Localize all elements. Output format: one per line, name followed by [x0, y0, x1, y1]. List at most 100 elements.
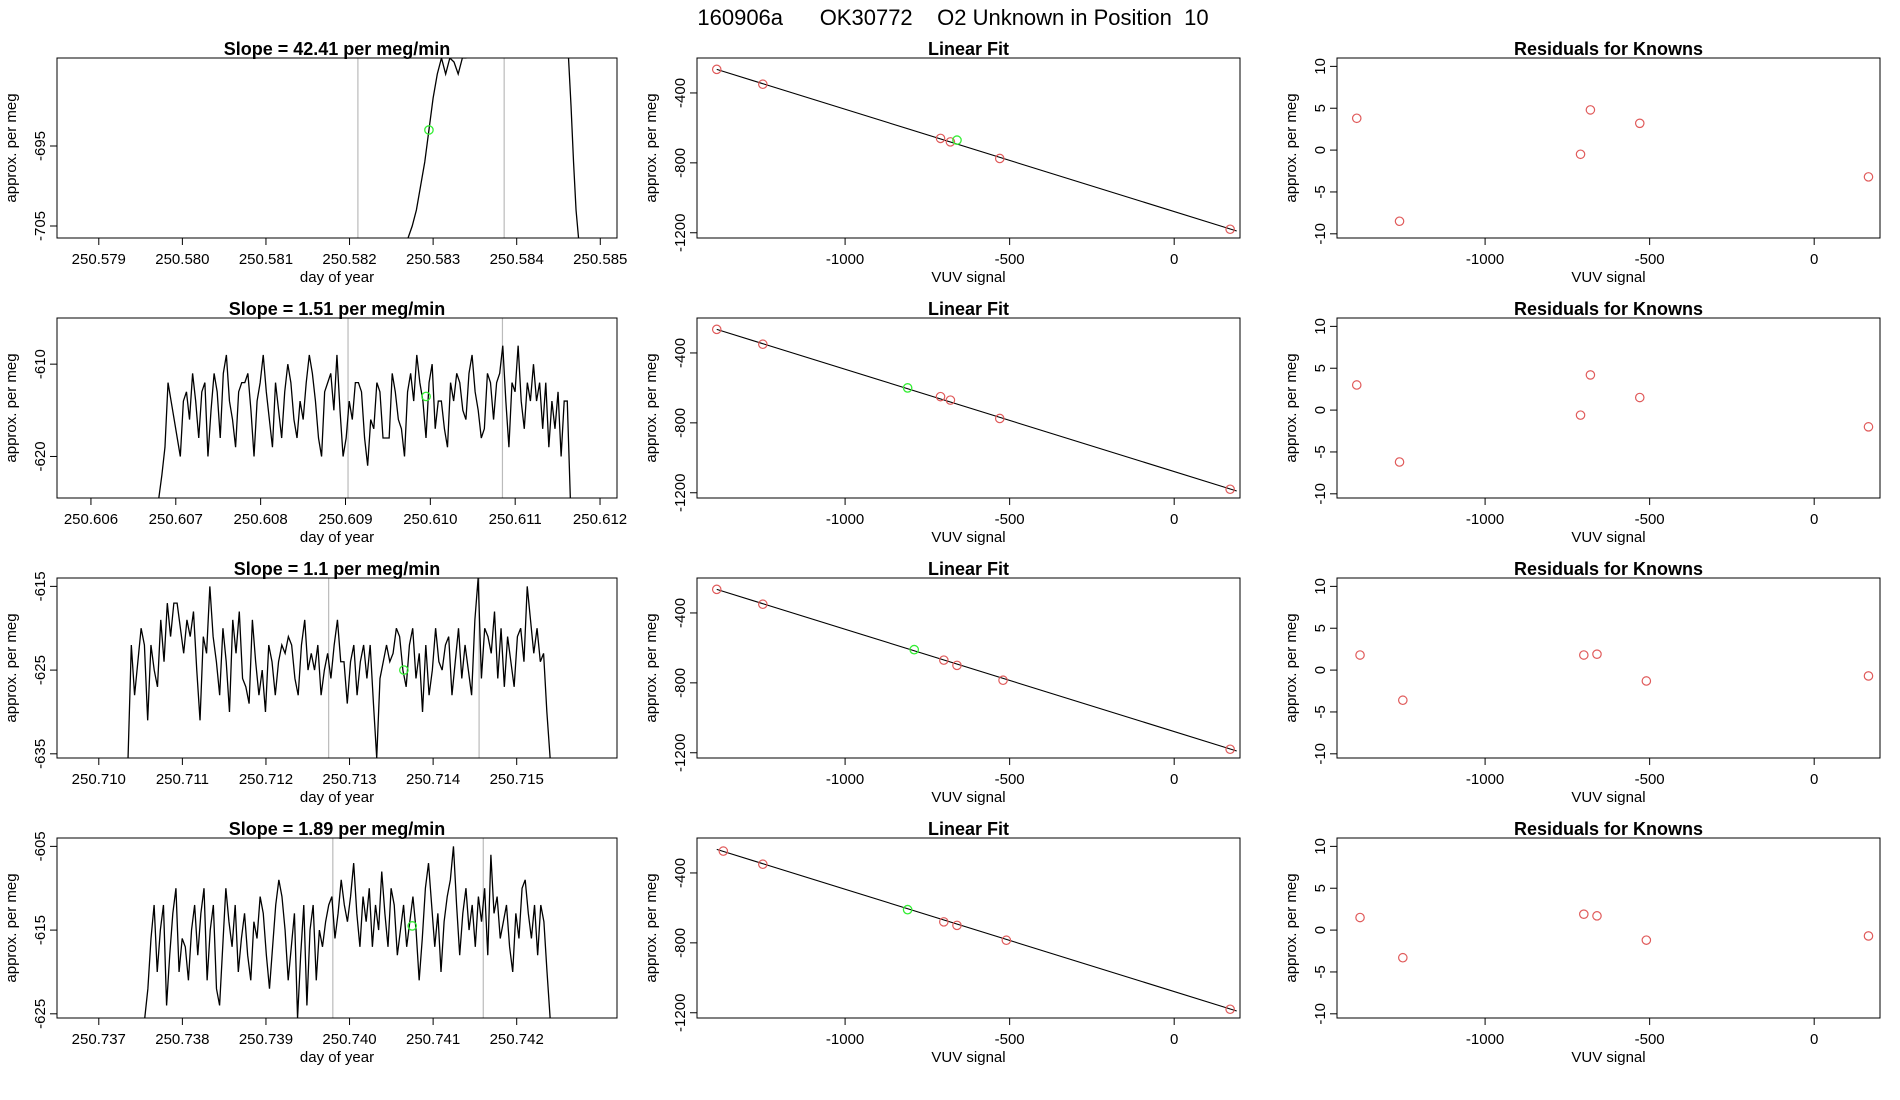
y-tick-label: 10	[1312, 318, 1329, 335]
x-axis-label: VUV signal	[1571, 789, 1645, 806]
y-tick-label: -625	[32, 999, 49, 1029]
x-axis-label: day of year	[300, 529, 374, 546]
known-point	[1225, 484, 1235, 495]
panel-1-2: -1000 -500 0 -400 -800 -1200 Linear Fit VUV sig…	[643, 39, 1241, 286]
panel-title: Slope = 42.41 per meg/min	[224, 39, 451, 59]
known-point	[1398, 695, 1408, 706]
x-tick-label: 250.741	[406, 1031, 460, 1048]
y-tick-label: -400	[672, 858, 689, 888]
y-tick-label: -695	[32, 131, 49, 161]
known-point	[952, 660, 962, 671]
x-axis-label: VUV signal	[931, 269, 1005, 286]
y-tick-label: 10	[1312, 838, 1329, 855]
known-point	[1585, 370, 1596, 380]
x-tick-label: 250.740	[322, 1031, 376, 1048]
signal-trace	[158, 345, 571, 498]
x-tick-label: 250.585	[573, 251, 627, 268]
y-axis-label: approx. per meg	[3, 93, 20, 202]
panel-1-1: 250.579 250.580 250.581 250.582 250.583 250.5…	[3, 39, 627, 286]
panel-2-3: -1000 -500 0 -10 -5 0 5 10 Residuals for Knowns V…	[1283, 299, 1881, 546]
x-tick-label: 250.608	[234, 511, 288, 528]
known-point	[994, 153, 1005, 164]
unknown-point	[902, 904, 913, 915]
plot-data	[127, 578, 551, 758]
y-tick-label: -10	[1312, 483, 1329, 505]
plot-frame	[56, 57, 618, 239]
unknown-point	[407, 921, 418, 931]
plot-data	[1355, 909, 1874, 963]
unknown-point	[421, 391, 431, 402]
x-tick-label: 250.582	[322, 251, 376, 268]
y-axis-label: approx. per meg	[643, 613, 660, 722]
known-point	[945, 137, 956, 147]
x-tick-label: 250.607	[149, 511, 203, 528]
known-point	[1398, 952, 1408, 963]
plot-data	[144, 838, 551, 1018]
known-point	[935, 391, 946, 402]
x-tick-label: -500	[1635, 771, 1665, 788]
x-tick-label: 250.609	[318, 511, 372, 528]
plot-data	[1351, 105, 1874, 227]
x-tick-label: -1000	[826, 771, 864, 788]
known-point	[758, 599, 768, 610]
x-tick-label: -1000	[1466, 511, 1504, 528]
x-tick-label: 0	[1170, 771, 1178, 788]
panel-title: Residuals for Knowns	[1514, 559, 1703, 579]
panel-title: Residuals for Knowns	[1514, 819, 1703, 839]
panel-title: Linear Fit	[928, 39, 1009, 59]
x-tick-label: -500	[995, 251, 1025, 268]
known-point	[1351, 380, 1362, 390]
known-point	[1355, 650, 1365, 660]
known-point	[952, 920, 962, 931]
fit-line	[716, 588, 1237, 752]
x-tick-label: 250.711	[156, 771, 209, 788]
y-tick-label: 0	[1312, 406, 1329, 414]
y-axis-label: approx. per meg	[643, 93, 660, 202]
plot-frame	[696, 57, 1241, 239]
y-tick-label: -5	[1312, 965, 1329, 978]
plot-frame	[696, 317, 1241, 499]
known-point	[1592, 649, 1602, 659]
known-point	[758, 859, 768, 870]
panel-title: Residuals for Knowns	[1514, 299, 1703, 319]
y-tick-label: -615	[32, 571, 49, 601]
y-tick-label: -5	[1312, 705, 1329, 718]
plot-data	[158, 318, 571, 498]
known-point	[711, 324, 722, 335]
y-tick-label: -625	[32, 655, 49, 685]
plot-frame	[56, 317, 618, 499]
x-tick-label: 250.580	[155, 251, 209, 268]
panel-4-2: -1000 -500 0 -400 -800 -1200 Linear Fit VUV sig…	[643, 819, 1241, 1066]
x-axis-label: day of year	[300, 789, 374, 806]
y-tick-label: 5	[1312, 364, 1329, 372]
signal-trace	[567, 58, 580, 238]
x-tick-label: 250.581	[239, 251, 293, 268]
x-tick-label: -500	[995, 1031, 1025, 1048]
y-tick-label: -615	[32, 915, 49, 945]
x-tick-label: -500	[1635, 1031, 1665, 1048]
panel-4-1: 250.737 250.738 250.739 250.740 250.741 250.7…	[3, 819, 618, 1066]
x-tick-label: 250.715	[490, 771, 544, 788]
x-tick-label: -500	[1635, 511, 1665, 528]
signal-trace	[144, 846, 551, 1018]
known-point	[1394, 216, 1405, 227]
y-tick-label: 0	[1312, 146, 1329, 154]
known-point	[758, 79, 768, 90]
x-axis-label: day of year	[300, 1049, 374, 1066]
known-point	[1641, 676, 1652, 686]
x-axis-label: VUV signal	[931, 1049, 1005, 1066]
page-title: 160906a OK30772 O2 Unknown in Position 1…	[697, 5, 1208, 30]
panel-title: Slope = 1.1 per meg/min	[234, 559, 441, 579]
known-point	[1351, 113, 1362, 124]
y-tick-label: -800	[672, 668, 689, 698]
y-tick-label: -400	[672, 78, 689, 108]
plot-frame	[1336, 317, 1881, 499]
x-tick-label: 0	[1810, 771, 1818, 788]
panel-title: Linear Fit	[928, 559, 1009, 579]
panel-grid: 250.579 250.580 250.581 250.582 250.583 250.5…	[3, 39, 1881, 1066]
y-axis-label: approx. per meg	[643, 353, 660, 462]
y-tick-label: -10	[1312, 223, 1329, 245]
y-tick-label: -10	[1312, 1003, 1329, 1025]
panel-1-3: -1000 -500 0 -10 -5 0 5 10 Residuals for Knowns V…	[1283, 39, 1881, 286]
plot-frame	[1336, 837, 1881, 1019]
